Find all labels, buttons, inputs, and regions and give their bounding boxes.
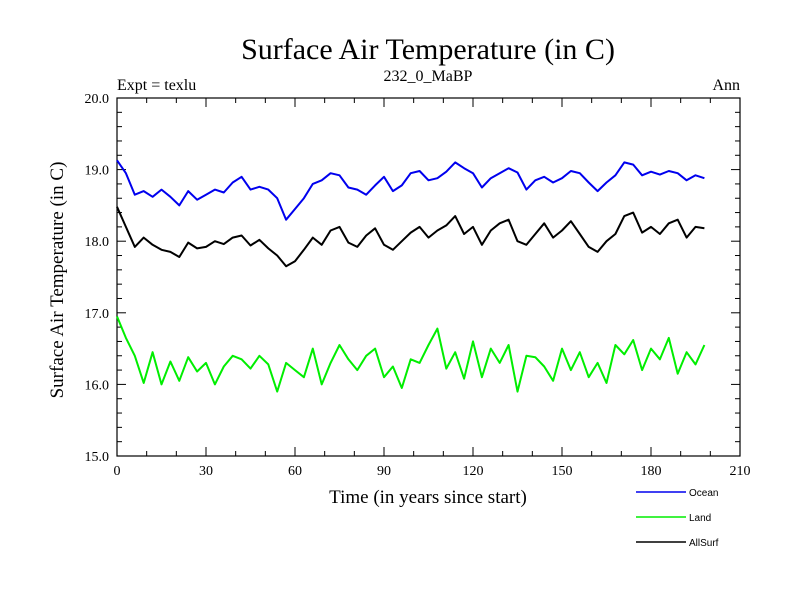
x-axis: 0 30 60 90 120 150 180 210 [114, 98, 751, 479]
x-tick-label: 60 [288, 464, 302, 479]
x-tick-label: 210 [730, 464, 751, 479]
legend-label-allsurf: AllSurf [689, 538, 719, 549]
legend-label-land: Land [689, 513, 711, 524]
y-tick-label: 18.0 [85, 235, 110, 250]
experiment-label: Expt = texlu [117, 77, 196, 94]
x-tick-label: 120 [463, 464, 484, 479]
y-axis-label: Surface Air Temperature (in C) [47, 162, 68, 399]
x-axis-label: Time (in years since start) [329, 487, 527, 508]
y-tick-label: 20.0 [85, 92, 110, 107]
plot-area [116, 97, 741, 457]
x-tick-label: 150 [552, 464, 573, 479]
y-tick-label: 19.0 [85, 164, 110, 179]
legend-label-ocean: Ocean [689, 488, 718, 499]
x-tick-label: 0 [114, 464, 121, 479]
chart-title: Surface Air Temperature (in C) [241, 33, 615, 66]
legend: Ocean Land AllSurf [636, 488, 719, 549]
y-tick-label: 17.0 [85, 307, 110, 322]
series-line-ocean [116, 159, 705, 221]
series-line-allsurf [116, 206, 705, 268]
plot-frame [116, 97, 741, 457]
x-tick-label: 30 [199, 464, 213, 479]
x-tick-label: 180 [641, 464, 662, 479]
y-tick-label: 16.0 [85, 378, 110, 393]
chart-subtitle: 232_0_MaBP [384, 68, 473, 85]
period-label: Ann [712, 77, 740, 94]
y-tick-label: 15.0 [85, 450, 110, 465]
series-group [116, 159, 706, 393]
x-tick-label: 90 [377, 464, 391, 479]
y-axis: 15.0 16.0 17.0 18.0 19.0 20.0 [85, 92, 740, 465]
series-line-land [116, 316, 706, 393]
